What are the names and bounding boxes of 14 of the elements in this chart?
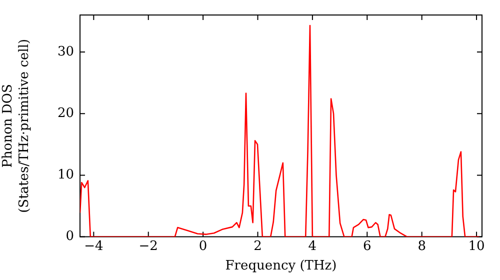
x-tick-label: −4 bbox=[84, 238, 104, 254]
y-tick-label: 0 bbox=[66, 229, 74, 244]
x-tick-label: 8 bbox=[418, 238, 426, 254]
y-tick-label: 10 bbox=[57, 168, 74, 183]
x-tick-label: 10 bbox=[468, 238, 485, 254]
x-tick-label: 6 bbox=[363, 238, 372, 254]
x-tick-label: 4 bbox=[308, 238, 317, 254]
x-tick-label: 0 bbox=[198, 238, 208, 254]
y-tick-label: 30 bbox=[57, 44, 74, 60]
x-tick-label: 2 bbox=[254, 238, 262, 254]
x-axis-title: Frequency (THz) bbox=[225, 258, 337, 274]
y-axis-title: Phonon DOS (States/THz·primitive cell) bbox=[0, 38, 32, 213]
x-tick-label: −2 bbox=[138, 238, 158, 254]
y-tick-label: 20 bbox=[57, 106, 74, 121]
